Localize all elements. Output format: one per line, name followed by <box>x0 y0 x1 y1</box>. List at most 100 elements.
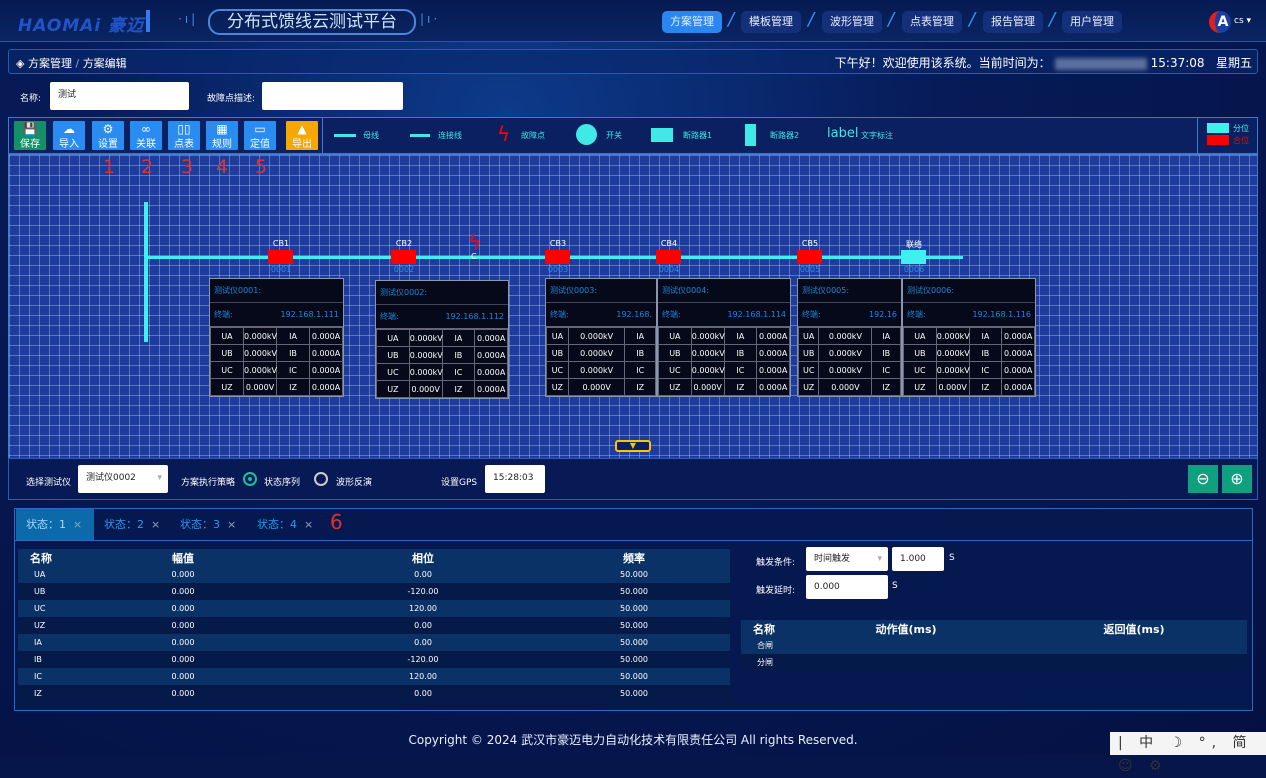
device-card[interactable]: 测试仪0004: 终端: 192.168.1.114 UA 0.000kV IA 0.000… <box>657 278 791 397</box>
trigger-time-input[interactable]: 1.000 <box>892 547 944 571</box>
reading-cell: IB <box>871 344 901 362</box>
table-cell: 50.000 <box>538 600 730 617</box>
reading-cell: UZ <box>376 380 410 398</box>
nav-item[interactable]: 波形管理 <box>822 11 882 33</box>
nav-item[interactable]: 方案管理 <box>662 11 722 33</box>
device-card[interactable]: 测试仪0001: 终端: 192.168.1.111 UA 0.000kV IA 0.000… <box>209 278 344 397</box>
fault-desc-input[interactable] <box>262 82 403 110</box>
reading-row: UC 0.000kV IC 0.000A <box>376 363 508 381</box>
ime-toolbar[interactable]: | 中 ☽ °, 简 ☺ ⚙ <box>1110 732 1266 774</box>
table-row[interactable]: IA 0.000 0.00 50.000 <box>18 634 730 651</box>
state-tab[interactable]: 状态：3 × <box>170 509 246 540</box>
reading-cell: IA <box>624 327 656 345</box>
reading-row: UB 0.000kV IB <box>797 344 901 362</box>
trigger-delay-input[interactable]: 0.000 <box>806 575 888 599</box>
toolbar-button[interactable]: 💾 保存 <box>14 121 46 150</box>
state-tab[interactable]: 状态：2 × <box>94 509 170 540</box>
control-bar <box>8 458 1258 500</box>
prev-button[interactable]: ⊖ <box>1188 465 1218 493</box>
device-card[interactable]: 测试仪0002: 终端: 192.168.1.112 UA 0.000kV IA 0.000… <box>375 280 509 399</box>
breaker[interactable] <box>268 250 293 264</box>
toolbar-button[interactable]: ⚙ 设置 <box>92 121 124 150</box>
close-icon[interactable]: × <box>304 518 314 531</box>
name-input[interactable]: 测试 <box>50 82 189 110</box>
breaker[interactable] <box>656 250 681 264</box>
breaker[interactable] <box>901 250 926 264</box>
toolbar-button[interactable]: ▦ 规则 <box>206 121 238 150</box>
user-menu[interactable]: cs ▾ <box>1234 16 1251 26</box>
nav-item[interactable]: 点表管理 <box>902 11 962 33</box>
reading-cell: UB <box>658 344 692 362</box>
nav-item[interactable]: 用户管理 <box>1062 11 1122 33</box>
state-tab[interactable]: 状态：1 × <box>16 509 94 540</box>
device-card[interactable]: 测试仪0006: 终端: 192.168.1.116 UA 0.000kV IA 0.000… <box>902 278 1036 397</box>
breaker[interactable] <box>797 250 822 264</box>
toolbar-button[interactable]: ▭ 定值 <box>244 121 276 150</box>
avatar[interactable]: A <box>1209 11 1231 33</box>
radio-state-sequence[interactable] <box>243 472 257 486</box>
columns-icon: ▯▯ <box>177 122 191 136</box>
line-icon[interactable] <box>410 133 430 137</box>
table-row[interactable]: UA 0.000 0.00 50.000 <box>18 566 730 583</box>
greeting: 下午好！欢迎使用该系统。当前时间为： 15:37:08 星期五 <box>835 54 1252 71</box>
toolbar-button[interactable]: ∞ 关联 <box>130 121 162 150</box>
reading-cell: 0.000kV <box>690 327 725 345</box>
table-row[interactable]: UC 0.000 120.00 50.000 <box>18 600 730 617</box>
device-card[interactable]: 测试仪0003: 终端: 192.168. UA 0.000kV IA UB 0.000kV I… <box>545 278 657 397</box>
gps-input[interactable]: 15:28:03 <box>485 465 545 493</box>
label-icon[interactable]: label <box>827 126 859 141</box>
toolbar-button-label: 保存 <box>20 139 40 150</box>
legend-label: 开关 <box>606 131 622 140</box>
annotation-number: 1 <box>103 156 116 178</box>
breaker1-icon[interactable] <box>651 128 673 142</box>
table-row[interactable]: IC 0.000 120.00 50.000 <box>18 668 730 685</box>
reading-cell: IZ <box>624 378 656 396</box>
table-cell: 50.000 <box>538 634 730 651</box>
device-card[interactable]: 测试仪0005: 终端: 192.16 UA 0.000kV IA UB 0.000kV IB U… <box>797 278 902 397</box>
table-row[interactable]: UB 0.000 -120.00 50.000 <box>18 583 730 600</box>
device-select[interactable]: 测试仪0002 ▾ <box>78 465 168 493</box>
table-row[interactable]: 合闸 <box>741 637 1247 654</box>
close-icon[interactable]: × <box>151 518 161 531</box>
next-button[interactable]: ⊕ <box>1222 465 1252 493</box>
reading-cell: 0.000A <box>309 378 343 396</box>
fault-icon[interactable]: ϟ <box>497 122 511 146</box>
action-table: 名称 动作值(ms) 返回值(ms) 合闸 分闸 <box>741 620 1247 671</box>
nav-item[interactable]: 报告管理 <box>983 11 1043 33</box>
table-row[interactable]: 分闸 <box>741 654 1247 671</box>
device-title: 测试仪0005: <box>798 279 901 303</box>
toolbar-button[interactable]: ▲ 导出 <box>286 121 318 150</box>
breaker[interactable] <box>391 250 416 264</box>
state-legend-label: 合位 <box>1233 136 1249 145</box>
table-row[interactable]: UZ 0.000 0.00 50.000 <box>18 617 730 634</box>
table-cell: 0.000 <box>58 651 308 668</box>
table-cell: UZ <box>18 617 58 634</box>
radio-waveform-inversion[interactable] <box>314 472 328 486</box>
breaker[interactable] <box>545 250 570 264</box>
table-cell: 0.00 <box>308 617 538 634</box>
legend-label: 文字标注 <box>861 131 893 140</box>
close-icon[interactable]: × <box>73 518 83 531</box>
arrow-right-circle-icon: ⊕ <box>1230 469 1244 488</box>
breaker2-icon[interactable] <box>745 124 756 146</box>
reading-cell: 0.000V <box>935 378 970 396</box>
table-row[interactable]: IZ 0.000 0.00 50.000 <box>18 685 730 702</box>
collapse-toggle[interactable]: ▼ <box>615 440 651 452</box>
busbar-icon[interactable] <box>334 133 356 137</box>
table-header: 名称 幅值 相位 频率 <box>18 549 730 566</box>
breadcrumb-item[interactable]: 方案管理 <box>27 57 72 70</box>
nav-separator: / <box>808 9 815 30</box>
reading-row: UC 0.000kV IC <box>546 361 656 379</box>
close-icon[interactable]: × <box>227 518 237 531</box>
nav-item[interactable]: 模板管理 <box>741 11 801 33</box>
busbar[interactable] <box>144 202 148 342</box>
toolbar-button[interactable]: ☁ 导入 <box>53 121 85 150</box>
reading-cell: UA <box>903 327 937 345</box>
toolbar-button[interactable]: ▯▯ 点表 <box>168 121 200 150</box>
fault-point-icon[interactable]: ϟ <box>468 230 482 254</box>
table-row[interactable]: IB 0.000 -120.00 50.000 <box>18 651 730 668</box>
switch-icon[interactable] <box>576 124 597 145</box>
trigger-cond-select[interactable]: 时间触发 ▾ <box>806 547 888 571</box>
annotation-number: 2 <box>141 156 154 178</box>
state-tab[interactable]: 状态：4 × <box>247 509 323 540</box>
